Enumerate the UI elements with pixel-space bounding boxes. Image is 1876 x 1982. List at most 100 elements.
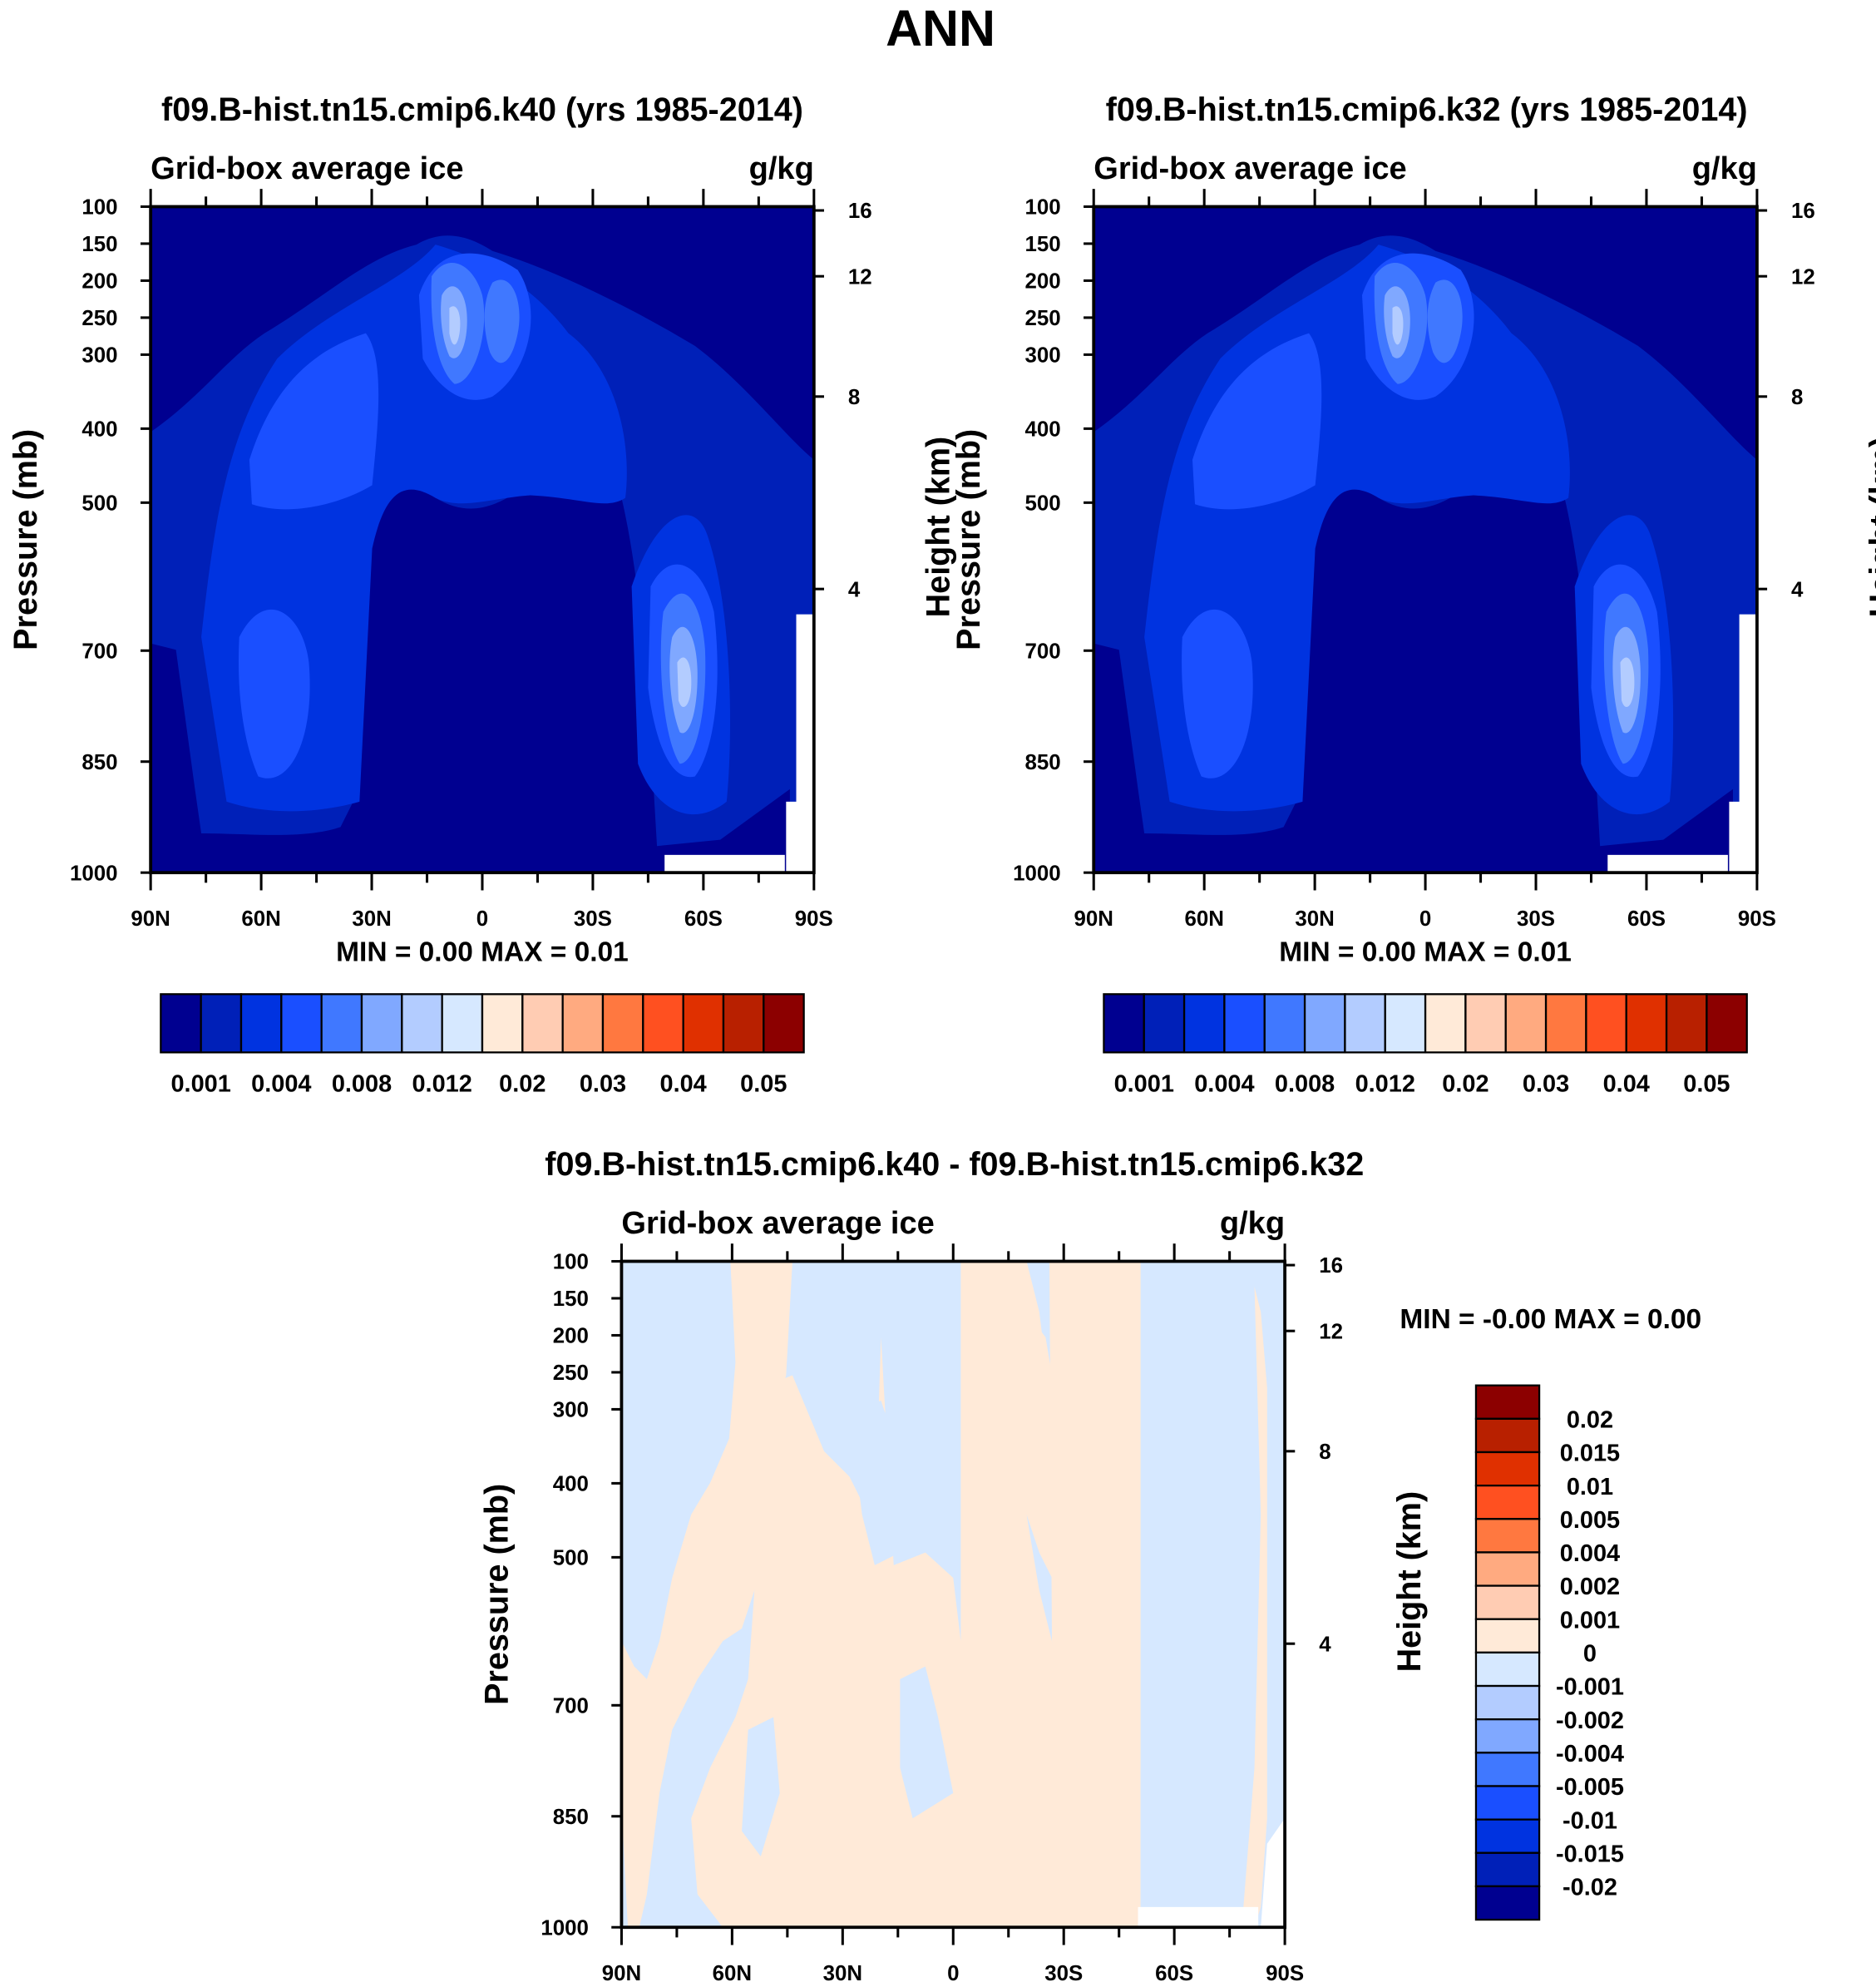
y-tick-label: 200	[553, 1325, 589, 1348]
y2-tick-label: 8	[848, 386, 860, 409]
colorbar-label: 0.02	[1567, 1406, 1613, 1433]
colorbar-box	[722, 993, 765, 1054]
colorbar-box	[1474, 1384, 1541, 1420]
units-label: g/kg	[749, 151, 814, 186]
y-tick-label: 100	[81, 196, 117, 220]
y-tick-label: 250	[553, 1362, 589, 1385]
x-tick-label: 30S	[1517, 907, 1555, 931]
colorbar-label: 0.004	[1560, 1540, 1620, 1567]
y-tick-label: 300	[1025, 344, 1061, 368]
colorbar-label: 0.05	[740, 1071, 787, 1098]
colorbar-label: -0.005	[1556, 1774, 1624, 1801]
colorbar-box	[1474, 1818, 1541, 1854]
colorbar-label: -0.002	[1556, 1708, 1624, 1734]
y-tick-label: 700	[81, 640, 117, 663]
x-tick-label: 30S	[1044, 1962, 1083, 1982]
min-max-stats: MIN = -0.00 MAX = 0.00	[1400, 1304, 1701, 1335]
x-tick-label: 0	[476, 907, 488, 931]
y2-tick-label: 12	[1791, 265, 1815, 289]
y2-tick-label: 16	[848, 200, 872, 223]
colorbar-label: 0.002	[1560, 1574, 1620, 1600]
y-tick-label: 500	[553, 1547, 589, 1570]
colorbar-box	[1474, 1417, 1541, 1454]
colorbar-box	[239, 993, 283, 1054]
y-tick-label: 700	[553, 1694, 589, 1718]
y-tick-label: 250	[1025, 307, 1061, 330]
colorbar-box	[1474, 1584, 1541, 1620]
colorbar-label: 0.001	[170, 1071, 230, 1098]
panel-title: f09.B-hist.tn15.cmip6.k40 - f09.B-hist.t…	[545, 1146, 1364, 1183]
y-axis-label: Pressure (mb)	[478, 1484, 515, 1705]
colorbar-label: 0.02	[1442, 1071, 1488, 1098]
y2-tick-label: 12	[1319, 1320, 1343, 1343]
colorbar-label: 0.015	[1560, 1441, 1620, 1467]
colorbar-box	[1143, 993, 1186, 1054]
colorbar-box	[1474, 1484, 1541, 1520]
x-tick-label: 90S	[795, 907, 833, 931]
colorbar-label: 0.03	[580, 1071, 626, 1098]
panel-title: f09.B-hist.tn15.cmip6.k32 (yrs 1985-2014…	[1106, 91, 1748, 128]
y-tick-label: 1000	[1013, 862, 1061, 885]
colorbar-label: 0.008	[1275, 1071, 1335, 1098]
x-tick-label: 60S	[1155, 1962, 1193, 1982]
colorbar-box	[1544, 993, 1587, 1054]
y2-tick-label: 8	[1791, 386, 1803, 409]
colorbar-label: -0.001	[1556, 1674, 1624, 1701]
colorbar-box	[521, 993, 564, 1054]
colorbar-box	[601, 993, 644, 1054]
colorbar-box	[200, 993, 243, 1054]
colorbar-box	[1474, 1618, 1541, 1654]
x-tick-label: 0	[1419, 907, 1431, 931]
colorbar-box	[1103, 993, 1145, 1054]
x-tick-label: 60S	[1627, 907, 1666, 931]
y-tick-label: 200	[1025, 270, 1061, 294]
y-tick-label: 500	[81, 492, 117, 515]
min-max-stats: MIN = 0.00 MAX = 0.01	[336, 937, 629, 968]
colorbar-box	[1474, 1651, 1541, 1688]
y-tick-label: 1000	[541, 1916, 589, 1940]
colorbar-box	[1223, 993, 1266, 1054]
y2-axis-label: Height (km)	[1864, 437, 1876, 618]
y-tick-label: 1000	[70, 862, 118, 885]
colorbar-box	[1504, 993, 1548, 1054]
colorbar-label: 0.008	[332, 1071, 392, 1098]
colorbar-label: 0.001	[1560, 1607, 1620, 1634]
y2-tick-label: 16	[1319, 1254, 1343, 1278]
y2-tick-label: 4	[1319, 1633, 1331, 1656]
y2-axis-label: Height (km)	[921, 437, 957, 618]
figure-title: ANN	[886, 0, 995, 57]
colorbar-box	[160, 993, 202, 1054]
x-tick-label: 90N	[1074, 907, 1113, 931]
colorbar-label: 0.04	[1603, 1071, 1650, 1098]
colorbar-box	[1464, 993, 1507, 1054]
colorbar-label: 0	[1583, 1641, 1597, 1668]
colorbar-label: 0.01	[1567, 1474, 1613, 1500]
y-tick-label: 300	[81, 344, 117, 368]
colorbar-box	[682, 993, 725, 1054]
y2-tick-label: 4	[1791, 578, 1804, 601]
x-tick-label: 30S	[574, 907, 612, 931]
colorbar-label: -0.015	[1556, 1841, 1624, 1867]
colorbar-box	[1474, 1785, 1541, 1821]
colorbar-box	[1585, 993, 1627, 1054]
x-tick-label: 30N	[1295, 907, 1334, 931]
colorbar-box	[1665, 993, 1708, 1054]
panel-1: f09.B-hist.tn15.cmip6.k40 (yrs 1985-2014…	[7, 91, 957, 1098]
colorbar-box	[1474, 1752, 1541, 1787]
colorbar-box	[1303, 993, 1346, 1054]
y-tick-label: 400	[553, 1473, 589, 1496]
y-axis-label: Pressure (mb)	[950, 429, 987, 650]
colorbar-label: -0.02	[1563, 1875, 1617, 1901]
colorbar-label: 0.012	[412, 1071, 471, 1098]
y-tick-label: 100	[1025, 196, 1061, 220]
colorbar-box	[1182, 993, 1226, 1054]
y2-tick-label: 12	[848, 265, 872, 289]
y-tick-label: 400	[81, 418, 117, 441]
colorbar-box	[1474, 1551, 1541, 1587]
y2-tick-label: 16	[1791, 200, 1815, 223]
x-tick-label: 90S	[1738, 907, 1776, 931]
y-tick-label: 850	[81, 751, 117, 774]
colorbar-box	[1625, 993, 1668, 1054]
x-tick-label: 60N	[1184, 907, 1223, 931]
